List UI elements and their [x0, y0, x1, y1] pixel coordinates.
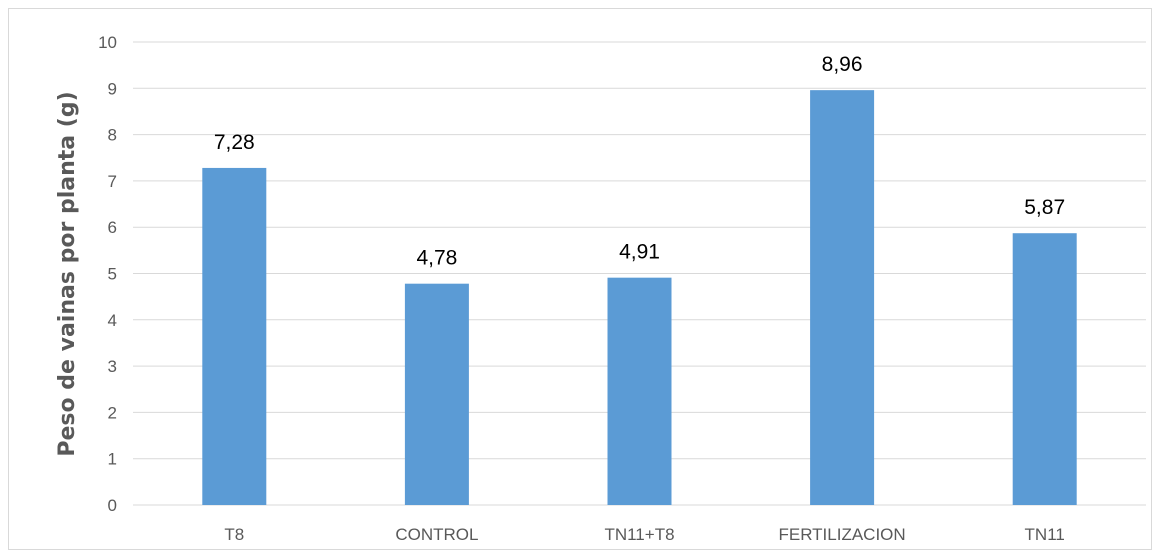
data-label: 5,87	[1024, 196, 1065, 219]
bar	[810, 90, 875, 505]
y-tick-label: 10	[98, 33, 117, 52]
x-tick-label: T8	[224, 525, 244, 544]
x-tick-label: TN11+T8	[604, 525, 674, 544]
bar	[607, 277, 672, 505]
y-tick-label: 7	[108, 172, 117, 191]
x-tick-label: CONTROL	[395, 525, 478, 544]
y-tick-label: 0	[108, 496, 117, 515]
chart-frame	[8, 8, 1152, 550]
bar	[404, 283, 469, 505]
data-label: 8,96	[822, 53, 863, 76]
gridlines	[133, 41, 1146, 506]
x-tick-label: FERTILIZACION	[778, 525, 905, 544]
x-tick-label: TN11	[1025, 525, 1065, 544]
y-tick-label: 6	[108, 218, 117, 237]
y-axis-title: Peso de vainas por planta (g)	[55, 91, 80, 456]
y-tick-label: 4	[108, 311, 117, 330]
data-label: 7,28	[214, 131, 255, 154]
x-tick-labels: T8 CONTROL TN11+T8 FERTILIZACION TN11	[224, 525, 1064, 544]
y-tick-label: 8	[108, 126, 117, 145]
bar	[1012, 233, 1077, 505]
y-tick-label: 1	[108, 450, 117, 469]
data-label: 4,91	[619, 241, 660, 264]
y-tick-labels: 0 1 2 3 4 5 6 7 8 9 10	[98, 33, 117, 515]
y-tick-label: 2	[108, 403, 117, 422]
data-labels: 7,28 4,78 4,91 8,96 5,87	[214, 53, 1065, 270]
data-label: 4,78	[416, 247, 457, 270]
y-tick-label: 3	[108, 357, 117, 376]
bar	[202, 167, 267, 505]
y-tick-label: 5	[108, 265, 117, 284]
bars	[202, 90, 1077, 505]
y-tick-label: 9	[108, 79, 117, 98]
